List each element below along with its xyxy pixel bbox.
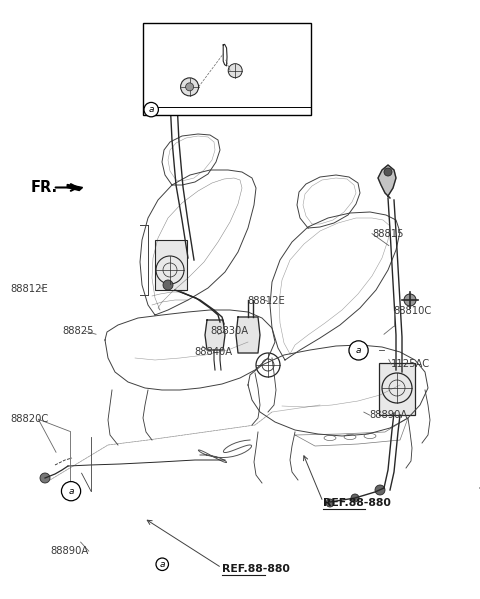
Text: 88825: 88825 — [62, 326, 94, 336]
Text: 88840A: 88840A — [194, 347, 232, 356]
Circle shape — [186, 83, 193, 91]
Circle shape — [326, 499, 334, 507]
Text: a: a — [148, 105, 154, 114]
Text: 88810C: 88810C — [394, 307, 432, 316]
Text: FR.: FR. — [30, 180, 58, 195]
Circle shape — [40, 473, 50, 483]
Polygon shape — [155, 44, 178, 72]
Text: 88820C: 88820C — [11, 415, 49, 424]
Circle shape — [384, 168, 392, 176]
Circle shape — [351, 494, 359, 502]
Bar — [143, 23, 311, 115]
Circle shape — [180, 78, 199, 96]
Text: 88878: 88878 — [179, 84, 212, 93]
Polygon shape — [236, 317, 260, 353]
Text: 88830A: 88830A — [210, 326, 248, 336]
Polygon shape — [378, 165, 396, 198]
Text: 1125AC: 1125AC — [391, 359, 431, 369]
Polygon shape — [205, 320, 225, 350]
Circle shape — [144, 102, 158, 117]
Text: 88890A: 88890A — [370, 410, 408, 420]
Text: 88890A: 88890A — [50, 546, 89, 556]
Circle shape — [349, 341, 368, 360]
Text: 88812E: 88812E — [247, 297, 285, 306]
Text: a: a — [159, 559, 165, 569]
Circle shape — [404, 294, 416, 306]
Circle shape — [61, 482, 81, 501]
Text: 88877: 88877 — [244, 59, 277, 69]
Circle shape — [156, 558, 168, 570]
Circle shape — [375, 485, 385, 495]
Bar — [155, 240, 187, 290]
Bar — [379, 363, 415, 415]
Text: REF.88-880: REF.88-880 — [323, 498, 390, 508]
Text: REF.88-880: REF.88-880 — [222, 564, 289, 574]
Text: a: a — [68, 486, 74, 496]
Text: a: a — [356, 346, 361, 355]
Circle shape — [163, 280, 173, 290]
Text: 88812E: 88812E — [11, 284, 48, 294]
Text: 88815: 88815 — [372, 229, 404, 238]
Circle shape — [228, 63, 242, 78]
Circle shape — [164, 46, 172, 54]
Polygon shape — [67, 184, 83, 190]
